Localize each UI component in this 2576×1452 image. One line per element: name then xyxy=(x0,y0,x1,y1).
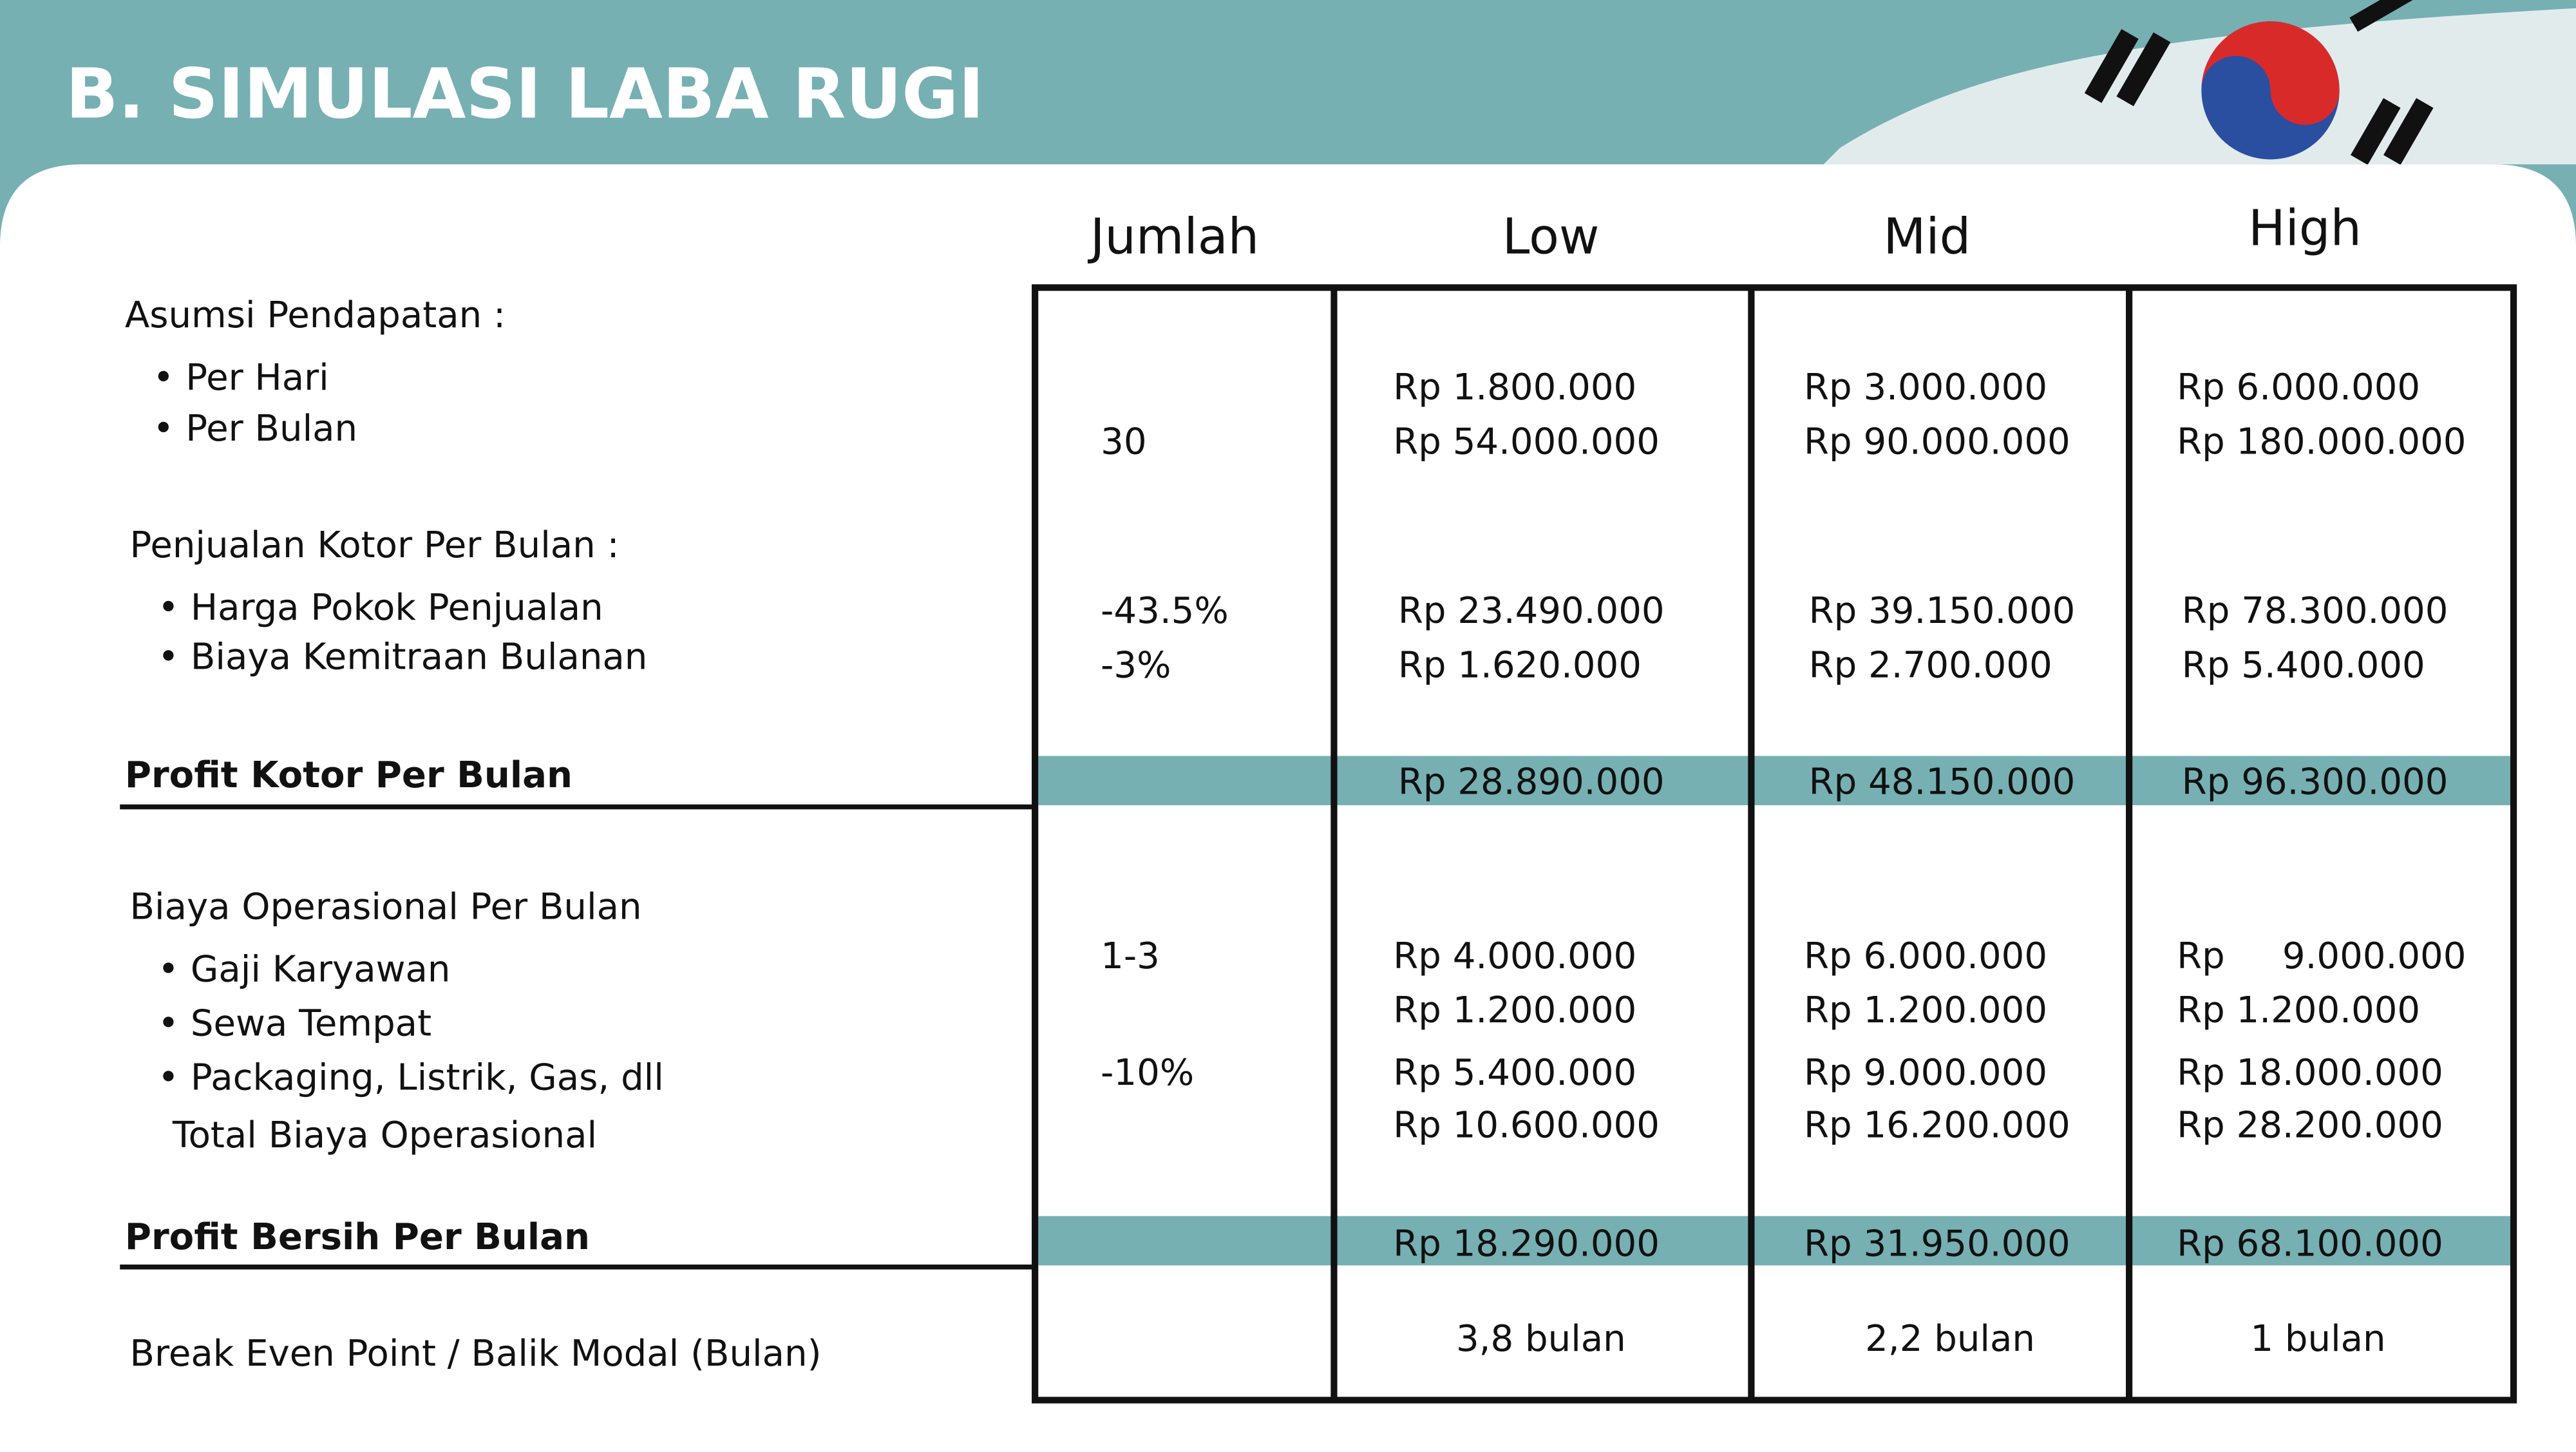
row-label: Asumsi Pendapatan : xyxy=(125,294,506,336)
cell: Rp 18.000.000 xyxy=(2177,1052,2443,1094)
row-label: Sewa Tempat xyxy=(191,1002,431,1044)
cell: Rp 90.000.000 xyxy=(1804,421,2070,463)
flag-decoration xyxy=(1823,0,2576,165)
cell: Rp 1.800.000 xyxy=(1393,367,1636,408)
cell: 2,2 bulan xyxy=(1865,1318,2035,1360)
row-label: Profit Bersih Per Bulan xyxy=(125,1216,590,1258)
cell: Rp 1.200.000 xyxy=(1804,989,2047,1031)
cell: Rp 180.000.000 xyxy=(2177,421,2466,463)
cell: Rp 9.000.000 xyxy=(1804,1052,2047,1094)
highlight-band xyxy=(1038,1216,2510,1266)
cell: Rp 6.000.000 xyxy=(1804,935,2047,977)
panel xyxy=(0,164,2576,1449)
cell: Rp 48.150.000 xyxy=(1809,761,2076,803)
cell: -10% xyxy=(1101,1052,1194,1094)
row-label: Penjualan Kotor Per Bulan : xyxy=(130,524,620,566)
cell: -3% xyxy=(1101,644,1171,686)
cell: Rp 5.400.000 xyxy=(1393,1052,1636,1094)
column-header: Mid xyxy=(1883,208,1971,265)
cell: Rp 1.620.000 xyxy=(1398,644,1642,686)
bullet: • xyxy=(153,408,174,450)
bullet: • xyxy=(153,357,174,399)
bullet: • xyxy=(158,587,179,629)
cell: Rp 16.200.000 xyxy=(1804,1105,2070,1147)
highlight-band xyxy=(1038,756,2510,805)
column-header: High xyxy=(2248,200,2362,258)
cell: Rp 1.200.000 xyxy=(2177,989,2420,1031)
cell: 30 xyxy=(1101,421,1146,463)
row-label: Break Even Point / Balik Modal (Bulan) xyxy=(130,1333,822,1375)
cell: 1-3 xyxy=(1101,935,1160,977)
cell: Rp 31.950.000 xyxy=(1804,1223,2070,1265)
cell: Rp 3.000.000 xyxy=(1804,367,2047,408)
cell: Rp 1.200.000 xyxy=(1393,989,1636,1031)
row-label: Harga Pokok Penjualan xyxy=(191,587,603,629)
row-label: Profit Kotor Per Bulan xyxy=(125,754,573,796)
cell: Rp 9.000.000 xyxy=(2177,935,2466,977)
cell: Rp 78.300.000 xyxy=(2182,590,2448,632)
column-header: Jumlah xyxy=(1088,208,1259,265)
bullet: • xyxy=(158,1057,179,1099)
cell: 1 bulan xyxy=(2250,1318,2385,1360)
cell: Rp 68.100.000 xyxy=(2177,1223,2443,1265)
row-label: Gaji Karyawan xyxy=(191,948,451,990)
table-border xyxy=(1032,284,2517,1404)
cell: 3,8 bulan xyxy=(1456,1318,1626,1360)
cell: Rp 10.600.000 xyxy=(1393,1105,1660,1147)
row-label: Per Hari xyxy=(185,357,329,399)
cell: Rp 5.400.000 xyxy=(2182,644,2425,686)
row-label: Per Bulan xyxy=(185,408,357,450)
cell: Rp 18.290.000 xyxy=(1393,1223,1660,1265)
row-label: Packaging, Listrik, Gas, dll xyxy=(191,1057,664,1099)
cell: Rp 28.890.000 xyxy=(1398,761,1665,803)
row-label: Biaya Kemitraan Bulanan xyxy=(191,636,647,678)
cell: Rp 54.000.000 xyxy=(1393,421,1660,463)
row-label: Total Biaya Operasional xyxy=(172,1114,597,1156)
title: B. SIMULASI LABA RUGI xyxy=(66,54,984,134)
cell: Rp 28.200.000 xyxy=(2177,1105,2443,1147)
cell: Rp 6.000.000 xyxy=(2177,367,2420,408)
cell: -43.5% xyxy=(1101,590,1229,632)
cell: Rp 96.300.000 xyxy=(2182,761,2448,803)
cell: Rp 2.700.000 xyxy=(1809,644,2052,686)
table: Jumlah Low Mid High Asumsi Pendapatan : • Per … xyxy=(120,200,2517,1404)
cell: Rp 23.490.000 xyxy=(1398,590,1665,632)
bullet: • xyxy=(158,636,179,678)
column-header: Low xyxy=(1502,208,1600,265)
cell: Rp 4.000.000 xyxy=(1393,935,1636,977)
row-label: Biaya Operasional Per Bulan xyxy=(130,886,642,928)
bullet: • xyxy=(158,948,179,990)
cell: Rp 39.150.000 xyxy=(1809,590,2076,632)
bullet: • xyxy=(158,1002,179,1044)
